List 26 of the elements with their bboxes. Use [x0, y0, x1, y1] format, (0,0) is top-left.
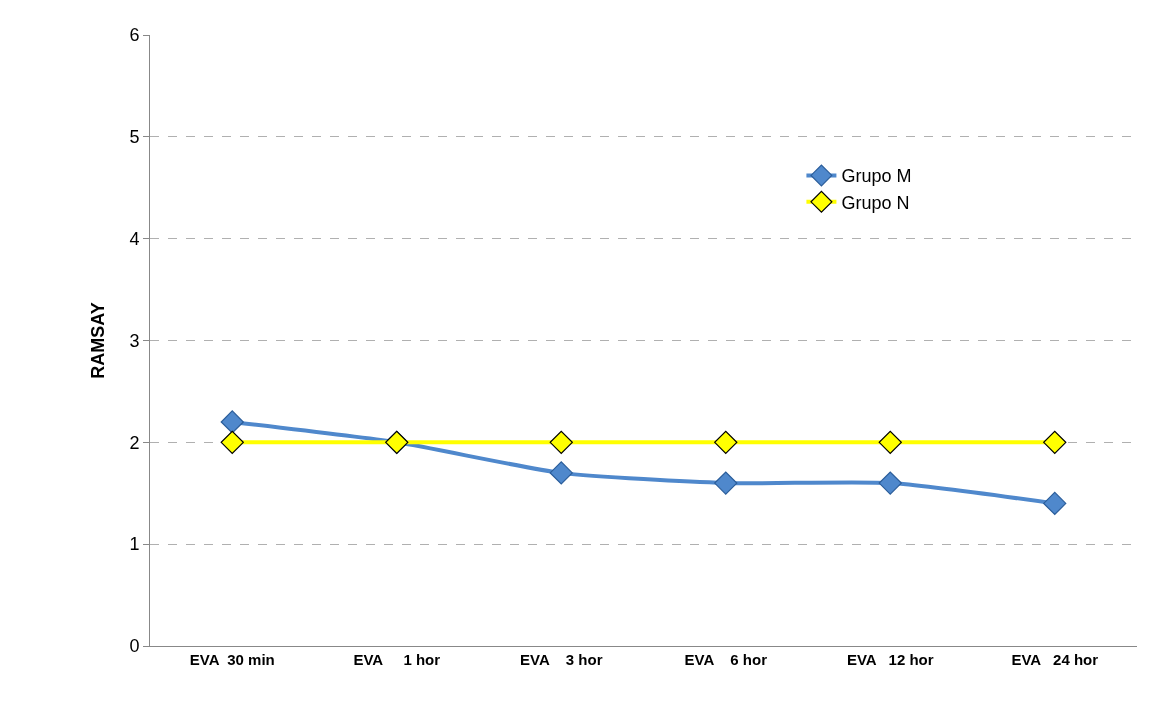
y-tick-label: 5 — [129, 127, 140, 148]
x-tick-label: EVA 6 hor — [684, 651, 768, 668]
y-axis-title: RAMSAY — [87, 302, 108, 379]
point — [549, 430, 573, 454]
x-tick-label: EVA 30 min — [189, 651, 275, 668]
x-tick-label: EVA 24 hor — [1011, 651, 1099, 668]
point — [714, 430, 738, 454]
point — [1043, 430, 1067, 454]
point — [878, 471, 902, 495]
point — [878, 430, 902, 454]
y-tick-label: 4 — [129, 228, 140, 249]
x-tick-label: EVA 3 hor — [519, 651, 603, 668]
y-tick-label: 2 — [129, 432, 140, 453]
y-tick-label: 1 — [129, 534, 140, 555]
point — [1043, 491, 1067, 516]
y-tick-label: 3 — [129, 330, 140, 351]
point — [549, 461, 573, 485]
y-tick-label: 6 — [129, 25, 140, 46]
x-tick-label: EVA 1 hor — [353, 651, 441, 668]
legend-label: Grupo M — [841, 166, 912, 187]
x-tick-label: EVA 12 hor — [846, 651, 934, 668]
point — [220, 410, 244, 434]
y-tick-label: 0 — [129, 636, 140, 657]
legend-label: Grupo N — [841, 192, 910, 213]
point — [714, 471, 738, 495]
point — [220, 430, 244, 454]
